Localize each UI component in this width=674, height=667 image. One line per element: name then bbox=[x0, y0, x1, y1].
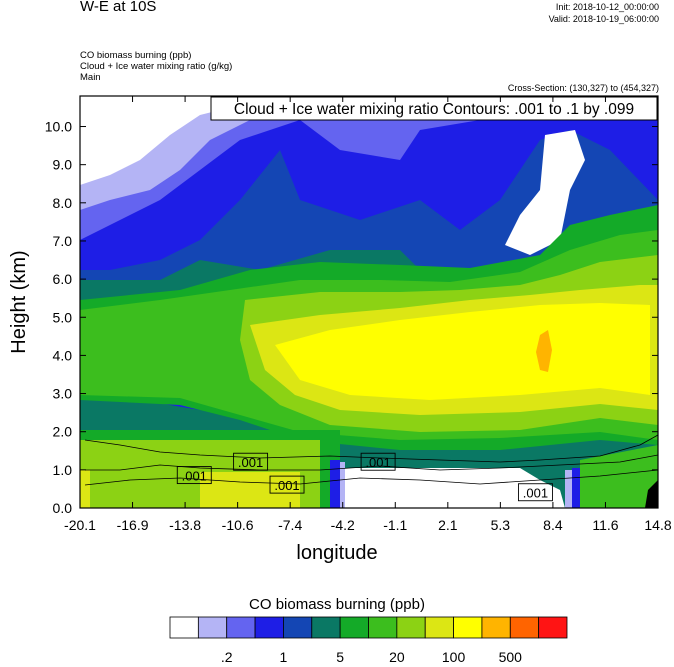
field-line-cloud: Cloud + Ice water mixing ratio (g/kg) bbox=[80, 61, 233, 72]
y-tick-label: 9.0 bbox=[53, 157, 73, 173]
x-tick-label: -20.1 bbox=[64, 517, 96, 533]
y-tick-label: 1.0 bbox=[53, 462, 73, 478]
band-right-green bbox=[580, 445, 658, 508]
colorbar-swatch bbox=[453, 616, 483, 639]
y-tick-label: 6.0 bbox=[53, 271, 73, 287]
cross-section-label: Cross-Section: (130,327) to (454,327) bbox=[507, 83, 659, 93]
contour-annotation-box: Cloud + Ice water mixing ratio Contours:… bbox=[210, 96, 658, 121]
contour-inner bbox=[84, 469, 659, 486]
y-tick-label: 0.0 bbox=[53, 500, 73, 516]
x-tick-label: 14.8 bbox=[644, 517, 671, 533]
x-tick-label: -10.6 bbox=[222, 517, 254, 533]
y-tick-label: 8.0 bbox=[53, 195, 73, 211]
contour-label: .001 bbox=[523, 486, 548, 501]
colorbar-label: 500 bbox=[499, 649, 523, 665]
band-yellow bbox=[275, 303, 650, 400]
y-tick-label: 5.0 bbox=[53, 309, 73, 325]
y-axis-label: Height (km) bbox=[8, 250, 30, 354]
band-orange bbox=[536, 330, 552, 372]
figure-title: W-E at 10S bbox=[80, 0, 157, 15]
plot-frame bbox=[79, 95, 659, 509]
contour-annotation-text: Cloud + Ice water mixing ratio Contours:… bbox=[234, 101, 634, 118]
contour-label-box bbox=[176, 466, 212, 485]
y-tick-label: 7.0 bbox=[53, 233, 73, 249]
colorbar-swatch bbox=[339, 616, 369, 639]
y-axis: 0.0 1.0 2.0 3.0 4.0 5.0 6.0 7.0 8.0 9.0 10.0 bbox=[45, 119, 658, 516]
contour-label: .001 bbox=[238, 455, 263, 470]
contour-outer bbox=[84, 434, 659, 463]
plot-area bbox=[80, 96, 658, 508]
cloud-contours bbox=[84, 434, 659, 486]
x-tick-label: 2.1 bbox=[438, 517, 458, 533]
x-tick-label: -13.8 bbox=[169, 517, 201, 533]
x-tick-label: -4.2 bbox=[331, 517, 355, 533]
x-tick-label: 11.6 bbox=[592, 517, 618, 533]
band-white-top bbox=[80, 96, 260, 185]
init-time: Init: 2018-10-12_00:00:00 bbox=[555, 2, 659, 12]
colorbar-swatch bbox=[509, 616, 540, 639]
colorbar-label: 100 bbox=[442, 649, 466, 665]
contour-label: .001 bbox=[182, 469, 207, 484]
contour-label-box bbox=[517, 483, 553, 502]
y-tick-label: 4.0 bbox=[53, 347, 73, 363]
contour-label-box bbox=[269, 475, 305, 494]
contour-middle bbox=[85, 454, 659, 471]
colorbar-label: 5 bbox=[336, 649, 344, 665]
y-tick-label: 3.0 bbox=[53, 386, 73, 402]
colorbar-swatch bbox=[538, 616, 568, 639]
colorbar-swatch bbox=[481, 616, 511, 639]
contour-label: .001 bbox=[274, 478, 299, 493]
x-tick-label: -7.4 bbox=[278, 517, 302, 533]
annotation-box-frame bbox=[210, 96, 658, 121]
field-line-co: CO biomass burning (ppb) bbox=[80, 50, 192, 61]
contour-label-box bbox=[233, 452, 269, 471]
contour-labels: .001 .001 .001 .001 .001 bbox=[176, 452, 553, 502]
colorbar-swatch bbox=[283, 616, 313, 639]
colorbar-swatch bbox=[424, 616, 454, 639]
band-bl-yellow bbox=[80, 470, 90, 508]
contour-label-box bbox=[360, 452, 396, 471]
colorbar-label: 1 bbox=[280, 649, 288, 665]
valid-time: Valid: 2018-10-19_06:00:00 bbox=[548, 14, 659, 24]
colorbar-swatch bbox=[254, 616, 284, 639]
band-right-black bbox=[645, 480, 658, 508]
x-tick-label: -1.1 bbox=[383, 517, 407, 533]
colorbar-label: 20 bbox=[389, 649, 405, 665]
colorbar-title: CO biomass burning (ppb) bbox=[249, 596, 425, 613]
colorbar-swatch bbox=[368, 616, 398, 639]
colorbar-swatch bbox=[169, 616, 199, 639]
x-axis: -20.1 -16.9 -13.8 -10.6 -7.4 -4.2 -1.1 2.1 5.3 8.… bbox=[64, 96, 672, 533]
band-bl-white bbox=[345, 468, 565, 508]
colorbar-swatch bbox=[396, 616, 426, 639]
colorbar: .2 1 5 20 100 500 bbox=[169, 616, 568, 665]
band-white-notch bbox=[505, 130, 585, 255]
x-tick-label: 8.4 bbox=[543, 517, 563, 533]
x-tick-label: -16.9 bbox=[117, 517, 149, 533]
x-axis-label: longitude bbox=[296, 542, 378, 564]
colorbar-label: .2 bbox=[221, 649, 233, 665]
colorbar-swatch bbox=[226, 616, 256, 639]
y-tick-label: 10.0 bbox=[45, 119, 72, 135]
x-tick-label: 5.3 bbox=[491, 517, 511, 533]
colorbar-swatch bbox=[197, 616, 228, 639]
contour-label: .001 bbox=[365, 455, 390, 470]
colorbar-swatch bbox=[311, 616, 341, 639]
y-tick-label: 2.0 bbox=[53, 424, 73, 440]
field-line-main: Main bbox=[80, 72, 101, 83]
